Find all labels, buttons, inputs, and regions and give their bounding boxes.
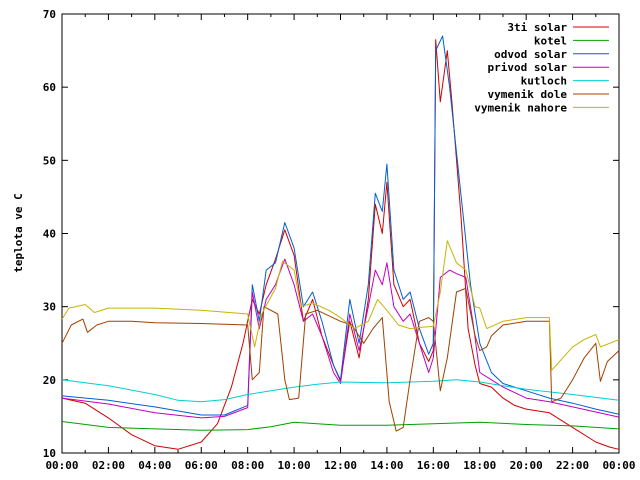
series-line-2 [61, 35, 620, 416]
x-tick-label: 06:00 [185, 459, 218, 472]
x-tick-label: 14:00 [370, 459, 403, 472]
y-tick-label: 10 [43, 447, 56, 460]
legend-label: odvod solar [494, 48, 567, 61]
x-tick-label: 22:00 [556, 459, 589, 472]
x-tick-label: 16:00 [417, 459, 450, 472]
y-tick-label: 60 [43, 81, 56, 94]
x-tick-label: 20:00 [510, 459, 543, 472]
series-lines [61, 35, 620, 450]
legend-label: kutloch [521, 75, 567, 88]
x-tick-label: 08:00 [231, 459, 264, 472]
x-tick-label: 18:00 [463, 459, 496, 472]
y-tick-label: 30 [43, 301, 56, 314]
x-tick-label: 00:00 [602, 459, 635, 472]
series-line-1 [61, 421, 620, 431]
x-axis-ticks: 00:00 02:00 04:00 06:00 08:00 10:00 12:00 14:00… [45, 14, 636, 472]
series-line-6 [61, 240, 620, 371]
series-line-5 [61, 287, 620, 432]
x-tick-label: 00:00 [45, 459, 78, 472]
legend-label: privod solar [488, 61, 568, 74]
x-tick-label: 04:00 [138, 459, 171, 472]
legend-label: 3ti solar [507, 21, 567, 34]
x-tick-label: 02:00 [92, 459, 125, 472]
y-tick-label: 50 [43, 154, 56, 167]
y-axis-label: teplota ve C [12, 193, 25, 272]
legend-label: vymenik nahore [474, 101, 567, 114]
legend-label: kotel [534, 34, 567, 47]
legend-label: vymenik dole [488, 88, 568, 101]
x-tick-label: 12:00 [324, 459, 357, 472]
series-line-4 [61, 379, 620, 403]
y-tick-label: 70 [43, 8, 56, 21]
x-tick-label: 10:00 [278, 459, 311, 472]
y-tick-label: 40 [43, 228, 56, 241]
y-tick-label: 20 [43, 374, 56, 387]
series-line-0 [61, 39, 620, 450]
series-line-3 [61, 258, 620, 419]
